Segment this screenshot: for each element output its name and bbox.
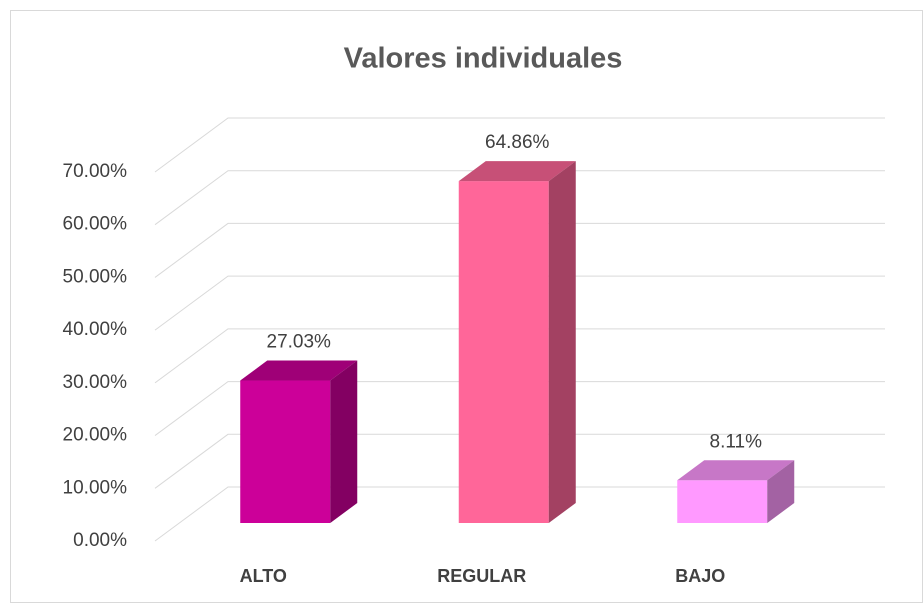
x-tick-label: REGULAR	[437, 566, 526, 586]
y-tick-label: 40.00%	[63, 319, 128, 340]
bar-front	[240, 380, 331, 523]
y-tick-label: 60.00%	[63, 214, 128, 235]
grid-line	[154, 275, 885, 331]
chart-title: Valores individuales	[344, 43, 623, 75]
data-label: 27.03%	[267, 332, 332, 353]
x-tick-label: ALTO	[240, 566, 287, 586]
y-tick-label: 20.00%	[63, 425, 128, 446]
bar-top	[677, 460, 795, 481]
data-label: 64.86%	[485, 132, 550, 153]
bar-side	[767, 460, 795, 523]
bar-top	[458, 161, 576, 182]
bar-side	[548, 161, 576, 523]
grid-line	[154, 222, 885, 278]
bar-front	[458, 181, 549, 523]
grid-line	[154, 486, 885, 542]
data-label: 8.11%	[710, 431, 763, 452]
grid-line	[154, 328, 885, 384]
grid-line	[154, 117, 885, 173]
grid-line	[154, 170, 885, 226]
y-tick-label: 30.00%	[63, 372, 128, 393]
y-tick-label: 50.00%	[63, 266, 128, 287]
y-tick-label: 70.00%	[63, 161, 128, 182]
grid-line	[154, 381, 885, 436]
y-tick-label: 0.00%	[73, 530, 127, 551]
bar-front	[677, 480, 768, 523]
grid-line	[154, 433, 885, 489]
x-tick-label: BAJO	[675, 566, 725, 586]
y-tick-label: 10.00%	[63, 477, 128, 498]
bar-side	[330, 360, 358, 523]
bar-top	[240, 360, 358, 381]
